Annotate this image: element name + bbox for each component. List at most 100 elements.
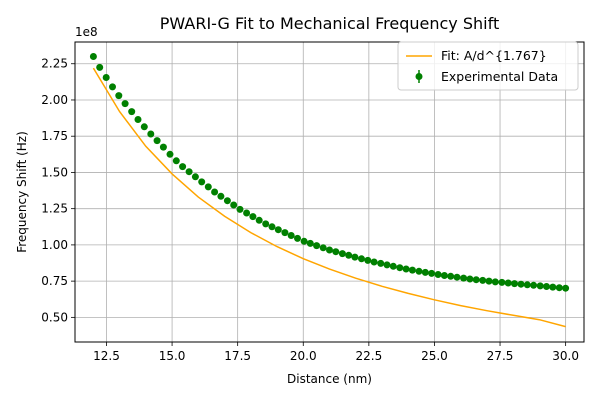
data-point	[287, 232, 295, 239]
plot-area-frame	[74, 41, 585, 343]
data-point	[447, 272, 455, 280]
data-point	[549, 283, 557, 291]
data-point	[211, 188, 219, 196]
data-point	[562, 284, 570, 292]
legend: Fit: A/d^{1.767} Experimental Data	[397, 41, 579, 91]
y-tick-label: 1.50	[41, 165, 68, 179]
data-point	[255, 216, 263, 224]
data-point	[140, 123, 148, 131]
data-point	[300, 237, 308, 245]
data-point	[396, 264, 404, 272]
y-axis-offset-label: 1e8	[75, 25, 98, 39]
data-series	[89, 53, 570, 292]
x-tick-label: 15.0	[159, 349, 186, 363]
data-point	[364, 256, 372, 264]
data-point	[306, 239, 314, 247]
y-axis-ticks: 0.50 0.75 1.00 1.25 1.50 1.75 2.00 2.25	[41, 57, 75, 324]
data-point	[121, 100, 129, 108]
data-point	[319, 244, 327, 252]
fit-series	[92, 67, 566, 328]
data-point	[223, 197, 231, 205]
data-point	[466, 275, 474, 283]
data-point	[115, 92, 123, 100]
data-point	[230, 201, 238, 209]
data-point	[434, 271, 442, 278]
data-point	[504, 279, 512, 287]
data-point	[236, 205, 244, 213]
y-axis-label: Frequency Shift (Hz)	[15, 131, 29, 253]
x-tick-label: 17.5	[224, 349, 251, 363]
data-point	[262, 220, 270, 228]
data-point	[555, 284, 563, 292]
data-point	[358, 255, 365, 263]
x-tick-label: 22.5	[355, 349, 382, 363]
data-point	[172, 157, 180, 165]
data-point	[198, 178, 206, 186]
data-point	[345, 251, 353, 259]
data-point	[460, 274, 468, 282]
x-tick-label: 30.0	[552, 349, 579, 363]
data-point	[204, 183, 212, 191]
data-point	[268, 223, 276, 231]
data-point	[491, 278, 499, 286]
chart-title: PWARI-G Fit to Mechanical Frequency Shif…	[160, 14, 499, 33]
data-point	[332, 248, 340, 256]
y-tick-label: 2.25	[41, 57, 68, 71]
data-point	[281, 229, 289, 237]
data-point	[96, 63, 104, 71]
x-tick-label: 20.0	[290, 349, 317, 363]
data-point	[408, 266, 416, 274]
y-tick-label: 0.75	[41, 274, 68, 288]
data-point	[338, 250, 346, 258]
x-tick-label: 27.5	[487, 349, 514, 363]
y-tick-label: 1.25	[41, 202, 68, 216]
legend-fit-label: Fit: A/d^{1.767}	[441, 48, 547, 63]
data-point	[523, 281, 531, 289]
fit-line	[92, 67, 566, 328]
data-point	[159, 143, 167, 151]
legend-box	[397, 41, 579, 91]
data-point	[217, 192, 225, 200]
data-point	[274, 226, 282, 234]
data-point	[485, 277, 493, 285]
data-point	[453, 273, 461, 281]
data-point	[147, 130, 155, 138]
data-point	[543, 283, 550, 290]
data-point	[479, 276, 487, 284]
data-point	[191, 173, 199, 181]
x-axis-label: Distance (nm)	[287, 372, 372, 386]
data-point	[128, 108, 136, 116]
data-point	[383, 261, 391, 269]
data-point	[472, 276, 480, 284]
data-point	[166, 150, 174, 158]
data-point	[421, 268, 429, 276]
data-point	[377, 259, 385, 267]
data-point	[243, 209, 251, 217]
y-tick-label: 1.00	[41, 238, 68, 252]
legend-data-marker	[415, 73, 423, 80]
y-tick-label: 2.00	[41, 93, 68, 107]
data-point	[185, 168, 193, 176]
data-point	[517, 280, 525, 288]
data-point	[249, 213, 257, 221]
x-tick-label: 12.5	[93, 349, 120, 363]
data-point	[530, 281, 538, 289]
data-point	[536, 282, 544, 290]
data-point	[102, 74, 110, 81]
data-point	[415, 267, 423, 275]
data-point	[351, 253, 359, 261]
data-point	[511, 280, 518, 288]
y-tick-label: 0.50	[41, 310, 68, 324]
data-point	[109, 83, 116, 91]
data-point	[402, 265, 410, 273]
y-tick-label: 1.75	[41, 129, 68, 143]
data-point	[134, 116, 142, 123]
data-point	[294, 234, 301, 242]
data-point	[389, 262, 397, 270]
data-point	[326, 246, 333, 254]
data-point	[89, 53, 97, 60]
data-point	[498, 278, 506, 286]
x-tick-label: 25.0	[421, 349, 448, 363]
